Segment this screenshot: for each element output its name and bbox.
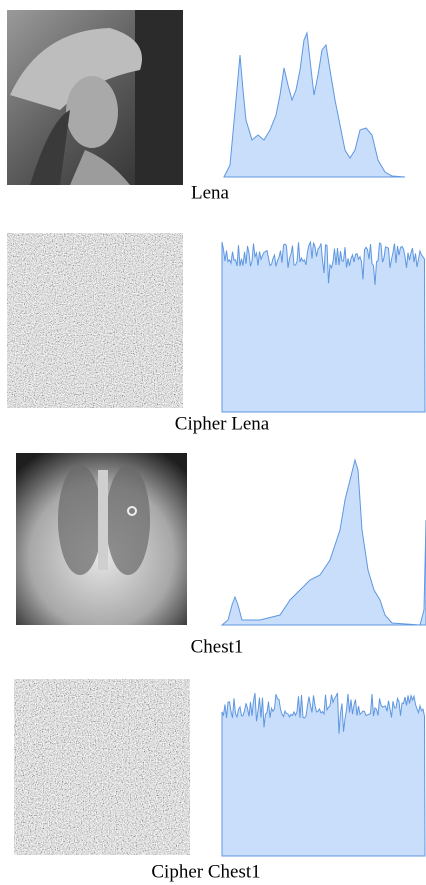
caption: Cipher Chest1	[151, 861, 260, 882]
cipher-lena-histogram	[221, 240, 426, 413]
lena-histogram	[223, 31, 406, 178]
lena-image	[7, 10, 183, 185]
chest-image	[16, 453, 187, 625]
caption: Cipher Lena	[175, 413, 270, 434]
cipher-chest-image	[14, 679, 190, 855]
caption: Lena	[191, 182, 230, 203]
chest-histogram	[220, 458, 426, 626]
caption: Chest1	[191, 636, 244, 657]
cipher-chest-histogram	[221, 692, 426, 857]
cipher-lena-image	[7, 233, 183, 408]
